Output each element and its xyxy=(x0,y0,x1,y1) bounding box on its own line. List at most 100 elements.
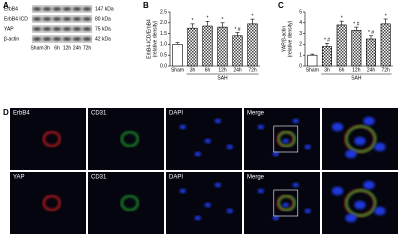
vessel-stain xyxy=(120,131,139,147)
y-axis-label: (relative density) xyxy=(287,20,293,57)
channel-label: DAPI xyxy=(169,111,183,117)
blot-strip xyxy=(32,35,92,43)
significance-label: * xyxy=(341,16,343,22)
micrograph xyxy=(244,108,320,170)
channel-label: DAPI xyxy=(169,175,183,181)
nucleus xyxy=(374,206,386,216)
lane-label: 72h xyxy=(83,45,92,51)
y-axis-label: ErbB4-ICD/ErbB4 xyxy=(146,19,152,59)
significance-label: * xyxy=(385,13,387,19)
significance-label: * xyxy=(207,16,209,22)
panel-label: D xyxy=(3,108,9,117)
blot-row-label: β-actin xyxy=(4,36,19,42)
y-tick-label: 2.0 xyxy=(160,20,167,26)
y-tick-label: 0.5 xyxy=(160,53,167,59)
blot-band xyxy=(82,37,92,41)
nucleus xyxy=(354,136,366,146)
nucleus xyxy=(345,213,357,223)
x-tick-label: Sham xyxy=(171,67,184,73)
x-tick-label: 24h xyxy=(233,67,242,73)
nucleus xyxy=(363,180,375,190)
x-tick-label: 72h xyxy=(248,67,257,73)
nucleus xyxy=(292,182,299,188)
lane-label: 12h xyxy=(63,45,72,51)
x-tick-label: 12h xyxy=(352,67,361,73)
nucleus xyxy=(331,122,344,132)
bar xyxy=(366,38,376,67)
bar xyxy=(232,35,243,67)
blot-band xyxy=(82,27,92,31)
channel-label: Merge xyxy=(247,111,265,117)
nucleus xyxy=(257,188,264,194)
vessel-stain xyxy=(345,125,377,153)
blot-band xyxy=(42,37,52,41)
bar xyxy=(351,30,362,67)
blot-band xyxy=(32,7,42,11)
nucleus xyxy=(363,116,375,126)
blot-band xyxy=(62,7,72,11)
bar xyxy=(172,44,183,67)
nucleus xyxy=(282,138,289,144)
panel-label: C xyxy=(278,1,284,10)
x-tick-label: 72h xyxy=(381,67,390,73)
blot-row-label: YAP xyxy=(4,26,14,32)
y-tick-label: 5 xyxy=(299,9,302,15)
nucleus xyxy=(226,208,233,214)
zoom-box xyxy=(273,189,299,217)
blot-band xyxy=(42,17,52,21)
lane-label: Sham xyxy=(30,45,43,51)
y-tick-label: 2.5 xyxy=(160,9,167,15)
bar xyxy=(307,54,318,67)
x-tick-label: 3h xyxy=(324,67,330,73)
blot-strip xyxy=(32,5,92,13)
panel-label: A xyxy=(3,1,9,10)
blot-band xyxy=(82,7,92,11)
bar xyxy=(187,27,198,67)
group-label: SAH xyxy=(217,75,228,81)
nucleus xyxy=(304,208,311,214)
y-tick-label: 4 xyxy=(299,20,302,26)
blot-band xyxy=(52,37,62,41)
blot-band xyxy=(42,7,52,11)
blot-row-label: ErbB4 xyxy=(4,6,18,12)
y-tick-label: 3 xyxy=(299,31,302,37)
x-tick-label: Sham xyxy=(306,67,319,73)
group-label: SAH xyxy=(351,75,362,81)
blot-strip xyxy=(32,15,92,23)
nucleus xyxy=(304,144,311,150)
blot-band xyxy=(32,17,42,21)
nucleus xyxy=(179,188,186,194)
bar xyxy=(217,26,228,67)
nucleus xyxy=(345,149,357,159)
blot-band xyxy=(72,7,82,11)
lane-label: 6h xyxy=(54,45,60,51)
significance-label: * # xyxy=(353,21,359,27)
bar xyxy=(322,46,332,67)
nucleus xyxy=(226,144,233,150)
x-tick-label: 6h xyxy=(339,67,345,73)
vessel-stain xyxy=(42,131,61,147)
micrograph xyxy=(244,172,320,234)
blot-band xyxy=(72,37,82,41)
blot-band xyxy=(72,17,82,21)
nucleus xyxy=(194,215,201,221)
y-axis-label: (relative density) xyxy=(152,20,158,57)
blot-band xyxy=(72,27,82,31)
bar xyxy=(336,24,347,67)
nucleus xyxy=(204,138,211,144)
channel-label: CD31 xyxy=(91,111,107,117)
blot-row-label: ErbB4 ICD xyxy=(4,16,28,22)
y-tick-label: 0.0 xyxy=(160,63,167,69)
channel-label: YAP xyxy=(13,175,25,181)
blot-size-label: 42 kDa xyxy=(95,36,111,42)
nucleus xyxy=(214,118,221,124)
micrograph xyxy=(166,172,242,234)
micrograph xyxy=(88,108,164,170)
x-tick-label: 6h xyxy=(205,67,211,73)
nucleus xyxy=(257,124,264,130)
significance-label: * # xyxy=(234,27,240,33)
y-axis-label: YAP/β-actin xyxy=(281,26,287,52)
x-tick-label: 24h xyxy=(367,67,376,73)
y-tick-label: 1 xyxy=(299,53,302,59)
x-tick-label: 12h xyxy=(218,67,227,73)
